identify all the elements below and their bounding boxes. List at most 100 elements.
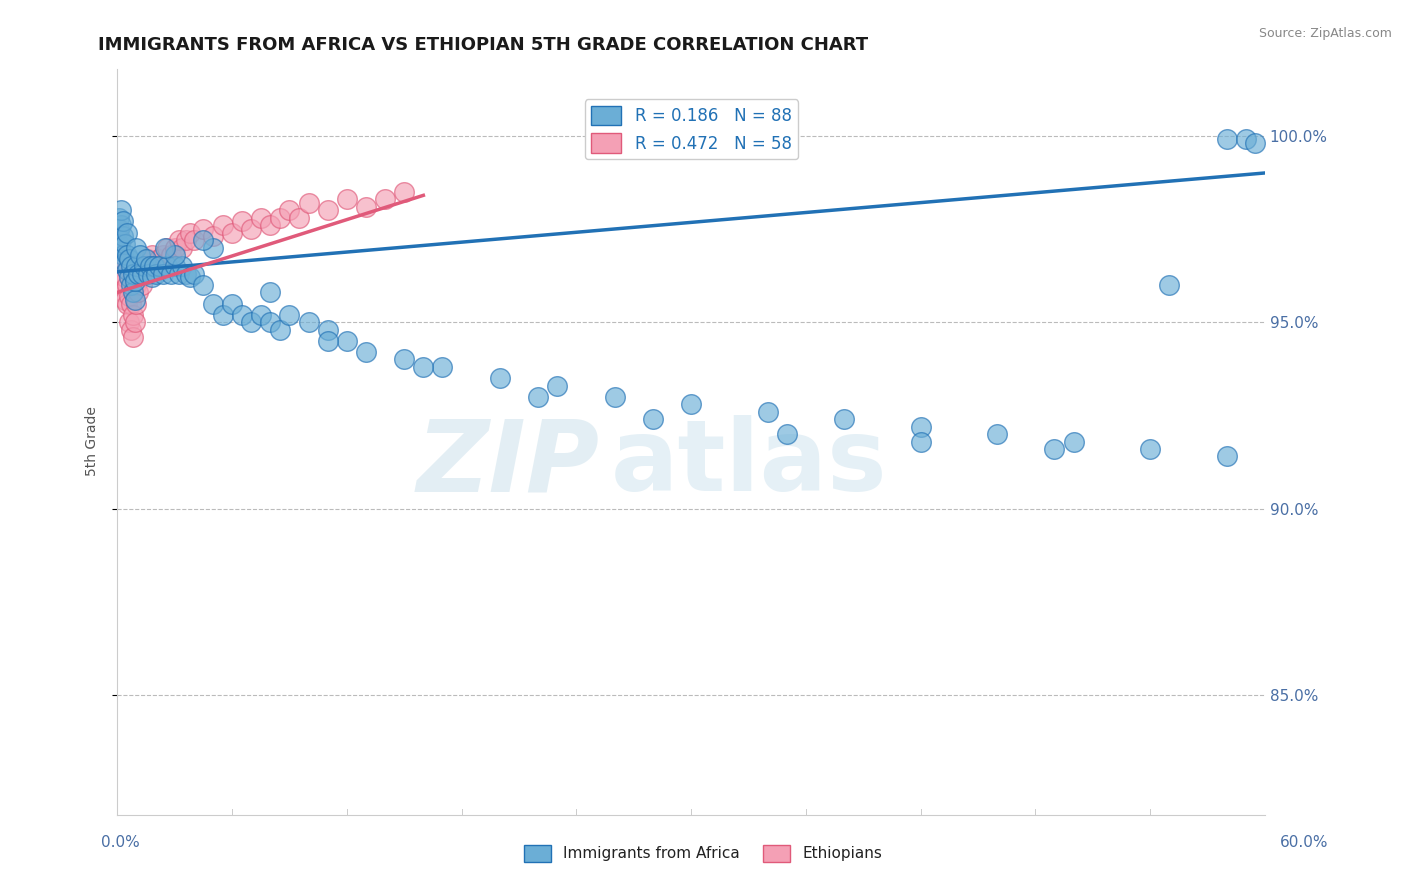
- Point: [108, 222, 131, 236]
- Point: [124, 293, 146, 307]
- Point: [160, 248, 183, 262]
- Point: [756, 405, 779, 419]
- Point: [211, 218, 233, 232]
- Point: [115, 263, 138, 277]
- Point: [139, 259, 162, 273]
- Point: [110, 259, 132, 273]
- Point: [139, 259, 162, 273]
- Point: [776, 427, 799, 442]
- Point: [259, 285, 281, 300]
- Point: [108, 236, 131, 251]
- Point: [145, 267, 167, 281]
- Point: [221, 296, 243, 310]
- Point: [174, 267, 197, 281]
- Point: [127, 285, 149, 300]
- Point: [134, 259, 156, 273]
- Point: [112, 248, 135, 262]
- Point: [193, 233, 215, 247]
- Point: [120, 323, 142, 337]
- Point: [156, 241, 179, 255]
- Point: [114, 255, 136, 269]
- Text: atlas: atlas: [610, 416, 887, 512]
- Point: [269, 323, 291, 337]
- Point: [120, 296, 142, 310]
- Point: [1215, 132, 1237, 146]
- Point: [832, 412, 855, 426]
- Point: [432, 359, 454, 374]
- Point: [118, 270, 141, 285]
- Point: [115, 248, 138, 262]
- Point: [603, 390, 626, 404]
- Point: [910, 419, 932, 434]
- Point: [354, 345, 377, 359]
- Point: [112, 267, 135, 281]
- Point: [141, 248, 163, 262]
- Point: [110, 218, 132, 232]
- Point: [120, 277, 142, 292]
- Point: [160, 267, 183, 281]
- Point: [167, 233, 190, 247]
- Point: [527, 390, 550, 404]
- Point: [986, 427, 1008, 442]
- Point: [125, 259, 148, 273]
- Point: [316, 323, 339, 337]
- Point: [172, 241, 194, 255]
- Point: [163, 241, 186, 255]
- Point: [681, 397, 703, 411]
- Point: [179, 226, 201, 240]
- Point: [127, 267, 149, 281]
- Point: [1244, 136, 1267, 150]
- Text: Source: ZipAtlas.com: Source: ZipAtlas.com: [1258, 27, 1392, 40]
- Point: [131, 277, 153, 292]
- Point: [1159, 277, 1181, 292]
- Point: [135, 252, 157, 266]
- Point: [354, 200, 377, 214]
- Point: [163, 259, 186, 273]
- Text: IMMIGRANTS FROM AFRICA VS ETHIOPIAN 5TH GRADE CORRELATION CHART: IMMIGRANTS FROM AFRICA VS ETHIOPIAN 5TH …: [98, 36, 869, 54]
- Point: [1215, 450, 1237, 464]
- Point: [108, 222, 131, 236]
- Point: [134, 259, 156, 273]
- Point: [336, 192, 359, 206]
- Point: [110, 203, 132, 218]
- Point: [121, 267, 143, 281]
- Point: [124, 315, 146, 329]
- Point: [1063, 434, 1085, 449]
- Point: [141, 270, 163, 285]
- Point: [240, 315, 263, 329]
- Legend: R = 0.186   N = 88, R = 0.472   N = 58: R = 0.186 N = 88, R = 0.472 N = 58: [585, 99, 799, 160]
- Point: [374, 192, 396, 206]
- Point: [193, 222, 215, 236]
- Point: [129, 248, 152, 262]
- Point: [125, 277, 148, 292]
- Point: [153, 241, 176, 255]
- Point: [183, 267, 205, 281]
- Point: [129, 267, 152, 281]
- Point: [114, 270, 136, 285]
- Point: [1139, 442, 1161, 456]
- Point: [152, 248, 174, 262]
- Point: [110, 233, 132, 247]
- Point: [221, 226, 243, 240]
- Point: [152, 267, 174, 281]
- Point: [110, 233, 132, 247]
- Point: [125, 241, 148, 255]
- Point: [110, 277, 132, 292]
- Point: [316, 334, 339, 348]
- Point: [278, 203, 301, 218]
- Point: [183, 233, 205, 247]
- Point: [269, 211, 291, 225]
- Point: [112, 285, 135, 300]
- Point: [120, 259, 142, 273]
- Point: [145, 259, 167, 273]
- Point: [131, 267, 153, 281]
- Point: [412, 359, 434, 374]
- Point: [112, 229, 135, 244]
- Point: [115, 277, 138, 292]
- Y-axis label: 5th Grade: 5th Grade: [86, 407, 100, 476]
- Point: [201, 229, 224, 244]
- Point: [336, 334, 359, 348]
- Point: [231, 214, 253, 228]
- Point: [288, 211, 311, 225]
- Point: [297, 195, 319, 210]
